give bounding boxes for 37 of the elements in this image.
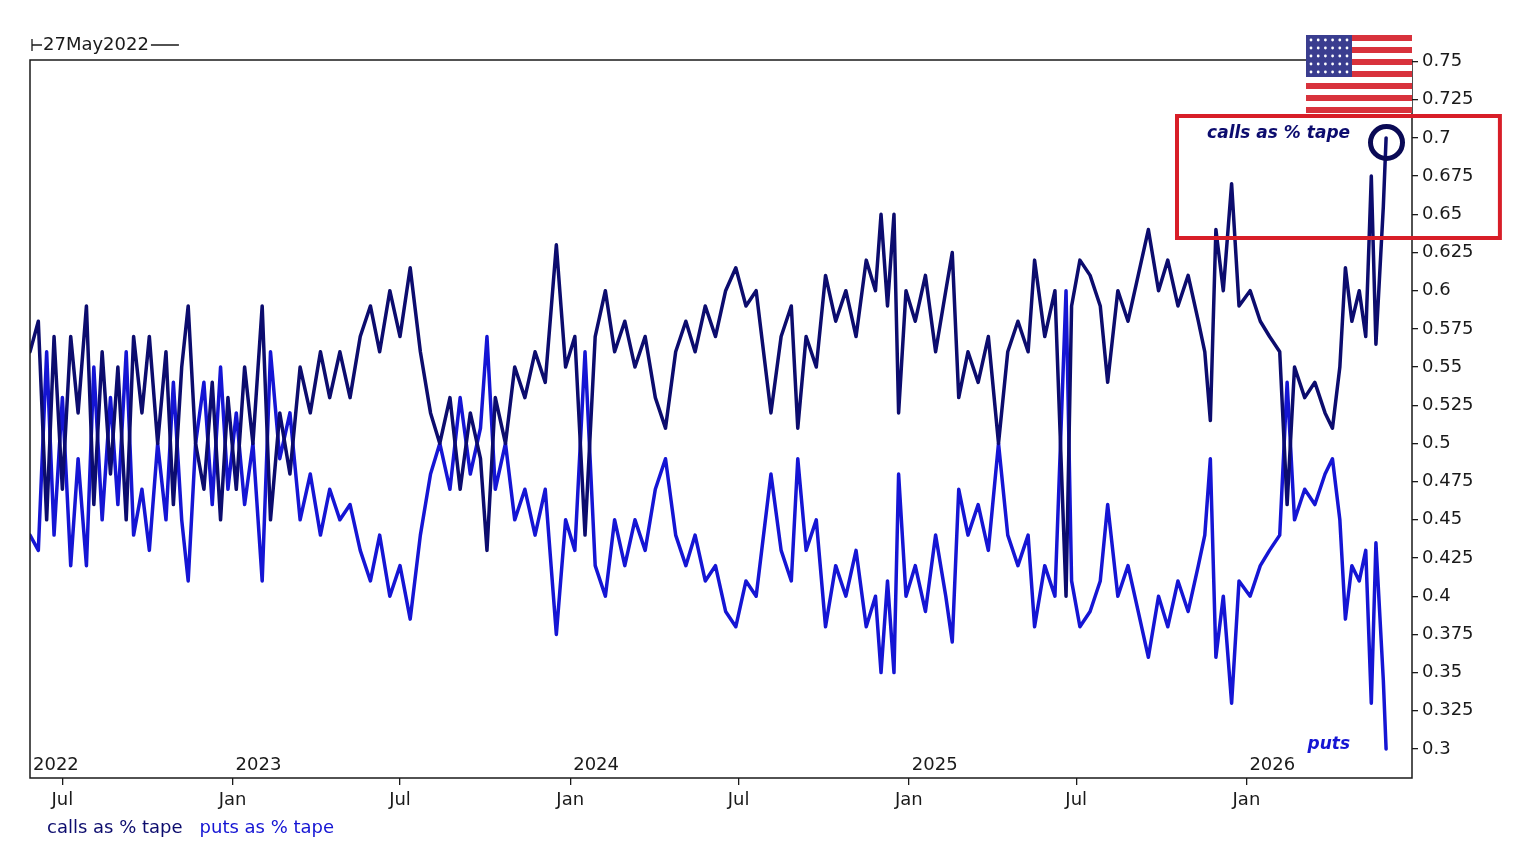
y-tick-label: 0.475 — [1422, 469, 1474, 491]
x-tick-label: Jan — [217, 788, 247, 810]
x2-tick-label: 2025 — [911, 752, 958, 774]
y-tick-label: 0.7 — [1422, 125, 1451, 147]
y-tick-label: 0.75 — [1422, 49, 1463, 71]
x-tick-label: Jan — [1231, 788, 1261, 810]
y-tick-label: 0.375 — [1422, 622, 1474, 644]
y-tick-label: 0.65 — [1422, 201, 1463, 223]
x2-tick-label: 2026 — [1249, 752, 1296, 774]
annotation: calls as % tape — [1207, 122, 1351, 143]
text: puts as % tape — [199, 815, 335, 837]
chart-title: 27May2022 — [43, 32, 149, 54]
x-tick-label: Jan — [893, 788, 923, 810]
y-tick-label: 0.45 — [1422, 507, 1463, 529]
x-tick-label: Jul — [726, 788, 750, 810]
y-tick-label: 0.425 — [1422, 545, 1474, 567]
y-tick-label: 0.325 — [1422, 698, 1474, 720]
x-tick-label: Jul — [1064, 788, 1088, 810]
x2-tick-label: 2022 — [32, 752, 79, 774]
y-tick-label: 0.725 — [1422, 87, 1474, 109]
y-tick-label: 0.35 — [1422, 660, 1463, 682]
y-tick-label: 0.3 — [1422, 736, 1451, 758]
x-tick-label: Jul — [50, 788, 74, 810]
y-tick-label: 0.575 — [1422, 316, 1474, 338]
annotation: puts — [1306, 733, 1351, 754]
y-tick-label: 0.525 — [1422, 392, 1474, 414]
x-tick-label: Jan — [555, 788, 585, 810]
y-tick-label: 0.675 — [1422, 163, 1474, 185]
y-tick-label: 0.625 — [1422, 240, 1474, 262]
y-tick-label: 0.4 — [1422, 583, 1451, 605]
x-tick-label: Jul — [388, 788, 411, 810]
y-tick-label: 0.6 — [1422, 278, 1451, 300]
y-tick-label: 0.55 — [1422, 354, 1463, 376]
text: calls as % tape — [47, 815, 183, 837]
x2-tick-label: 2024 — [573, 752, 620, 774]
y-tick-label: 0.5 — [1422, 431, 1451, 453]
x2-tick-label: 2023 — [235, 752, 282, 774]
